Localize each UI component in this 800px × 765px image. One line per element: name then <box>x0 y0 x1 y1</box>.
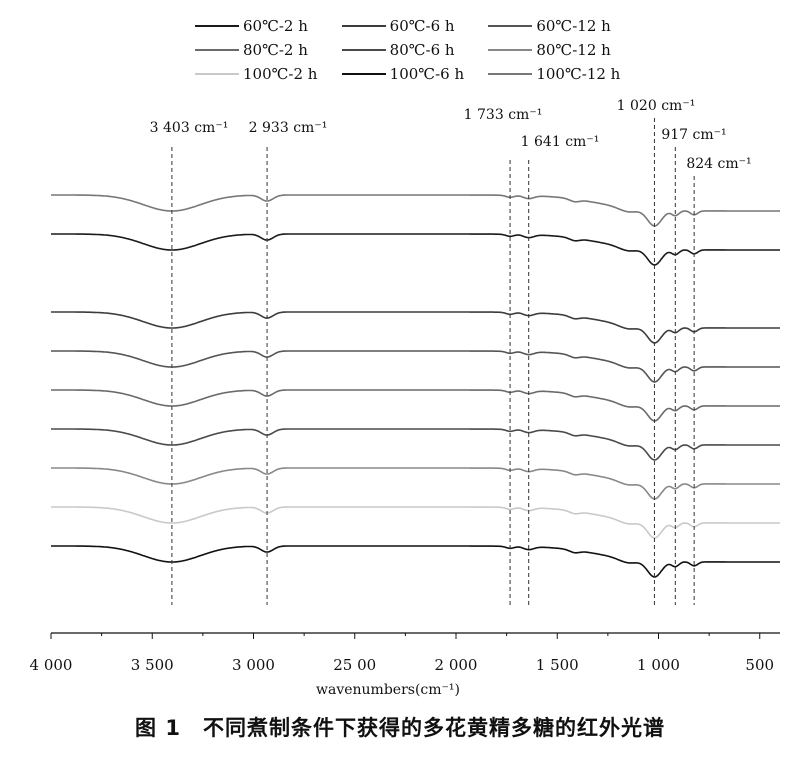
x-tick-label: 25 00 <box>333 656 376 674</box>
spectrum-line <box>51 311 780 344</box>
legend-label: 80℃-12 h <box>536 41 611 59</box>
spectrum-line <box>51 389 780 422</box>
peak-label: 1 641 cm⁻¹ <box>521 134 600 150</box>
legend-row: 60℃-2 h 60℃-6 h 60℃-12 h <box>195 14 635 38</box>
x-tick-label: 1 500 <box>536 656 579 674</box>
x-tick-label: 4 000 <box>30 656 73 674</box>
spectrum-line <box>51 545 780 578</box>
legend-label: 60℃-2 h <box>243 17 308 35</box>
x-tick-label: 3 000 <box>232 656 275 674</box>
legend-row: 100℃-2 h 100℃-6 h 100℃-12 h <box>195 62 635 86</box>
legend-label: 60℃-6 h <box>389 17 455 35</box>
spectrum-line <box>51 467 780 500</box>
figure-caption: 图 1 不同煮制条件下获得的多花黄精多糖的红外光谱 <box>135 716 665 740</box>
peak-label: 917 cm⁻¹ <box>661 127 726 143</box>
x-tick-label: 500 <box>745 656 774 674</box>
legend-item: 100℃-2 h <box>195 65 342 83</box>
legend: 60℃-2 h 60℃-6 h 60℃-12 h 80℃-2 h 80℃-6 h… <box>195 14 635 86</box>
legend-item: 100℃-6 h <box>341 65 489 83</box>
peak-label: 1 020 cm⁻¹ <box>617 98 696 114</box>
legend-swatch <box>341 25 386 27</box>
legend-label: 100℃-6 h <box>389 65 465 83</box>
legend-row: 80℃-2 h 80℃-6 h 80℃-12 h <box>195 38 635 62</box>
x-tick-label: 3 500 <box>131 656 174 674</box>
x-tick-label: 1 000 <box>637 656 680 674</box>
legend-swatch <box>341 49 386 51</box>
legend-swatch <box>195 49 239 51</box>
legend-swatch <box>488 25 533 27</box>
spectrum-line <box>51 506 780 539</box>
legend-item: 80℃-2 h <box>195 41 342 59</box>
legend-label: 80℃-6 h <box>389 41 455 59</box>
legend-swatch <box>195 73 239 75</box>
spectrum-line <box>51 428 780 461</box>
legend-swatch <box>195 25 239 27</box>
x-axis-label: wavenumbers(cm⁻¹) <box>316 682 460 698</box>
peak-label: 824 cm⁻¹ <box>686 156 751 172</box>
legend-swatch <box>488 73 533 75</box>
legend-item: 60℃-12 h <box>488 17 635 35</box>
x-tick-label: 2 000 <box>435 656 478 674</box>
spectrum-line <box>51 233 780 266</box>
peak-label: 2 933 cm⁻¹ <box>249 120 328 136</box>
spectrum-line <box>51 194 780 227</box>
legend-item: 100℃-12 h <box>488 65 635 83</box>
legend-swatch <box>341 73 386 75</box>
legend-label: 60℃-12 h <box>536 17 611 35</box>
legend-item: 80℃-6 h <box>341 41 489 59</box>
legend-item: 80℃-12 h <box>488 41 635 59</box>
legend-label: 100℃-2 h <box>243 65 318 83</box>
legend-label: 100℃-12 h <box>536 65 621 83</box>
peak-label: 1 733 cm⁻¹ <box>464 107 543 123</box>
spectrum-line <box>51 350 780 383</box>
legend-label: 80℃-2 h <box>243 41 308 59</box>
legend-swatch <box>488 49 533 51</box>
spectrum-chart: 3 403 cm⁻¹ 2 933 cm⁻¹ 1 733 cm⁻¹ 1 641 cm⁻¹… <box>30 98 780 698</box>
legend-item: 60℃-6 h <box>341 17 489 35</box>
legend-item: 60℃-2 h <box>195 17 342 35</box>
peak-label: 3 403 cm⁻¹ <box>150 120 229 136</box>
